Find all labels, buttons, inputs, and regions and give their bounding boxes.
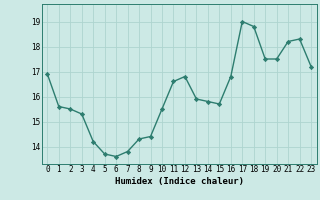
X-axis label: Humidex (Indice chaleur): Humidex (Indice chaleur): [115, 177, 244, 186]
